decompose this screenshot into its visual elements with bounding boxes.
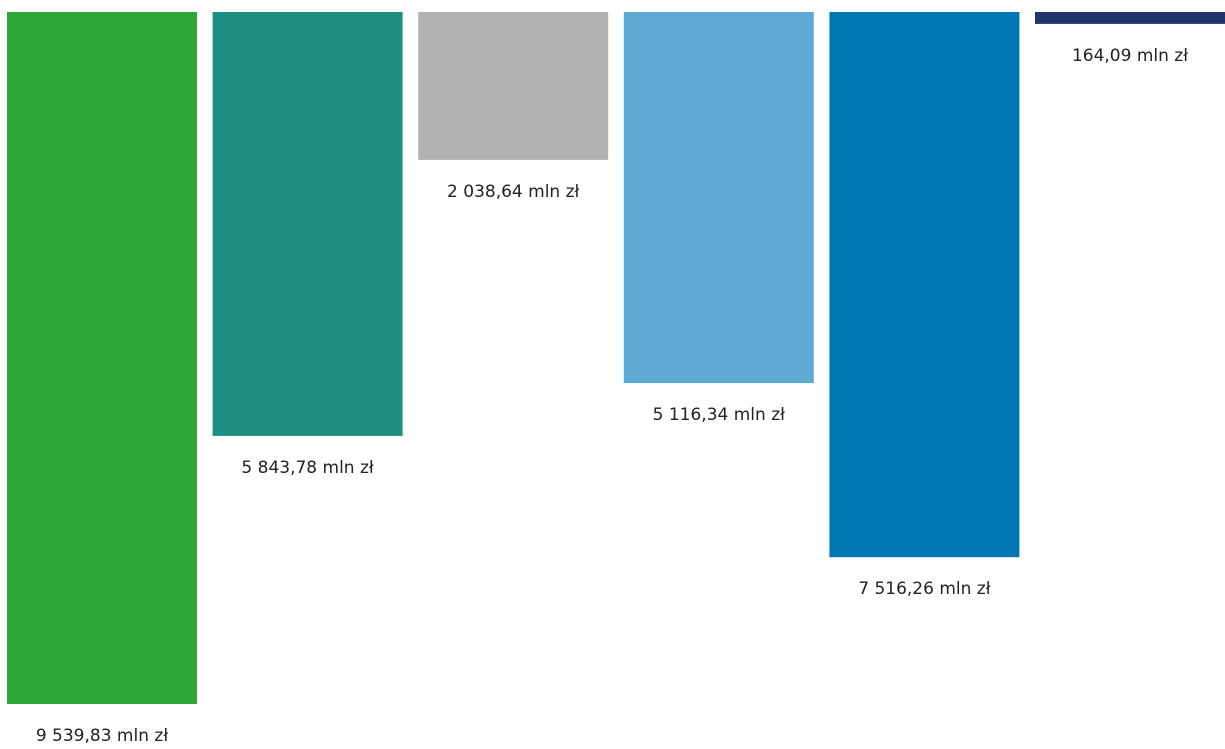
bar-1 [7,12,197,704]
bar-value-label-1: 9 539,83 mln zł [36,726,168,746]
bar-6 [1035,12,1225,24]
bar-2 [212,12,403,436]
bar-4 [623,12,814,384]
bar-3 [418,12,609,160]
bar-value-label-3: 2 038,64 mln zł [447,182,579,202]
bar-value-label-2: 5 843,78 mln zł [241,458,373,478]
bar-value-label-6: 164,09 mln zł [1072,46,1188,66]
bar-value-label-5: 7 516,26 mln zł [858,579,990,599]
bar-value-label-4: 5 116,34 mln zł [653,405,785,425]
bar-5 [829,12,1020,558]
